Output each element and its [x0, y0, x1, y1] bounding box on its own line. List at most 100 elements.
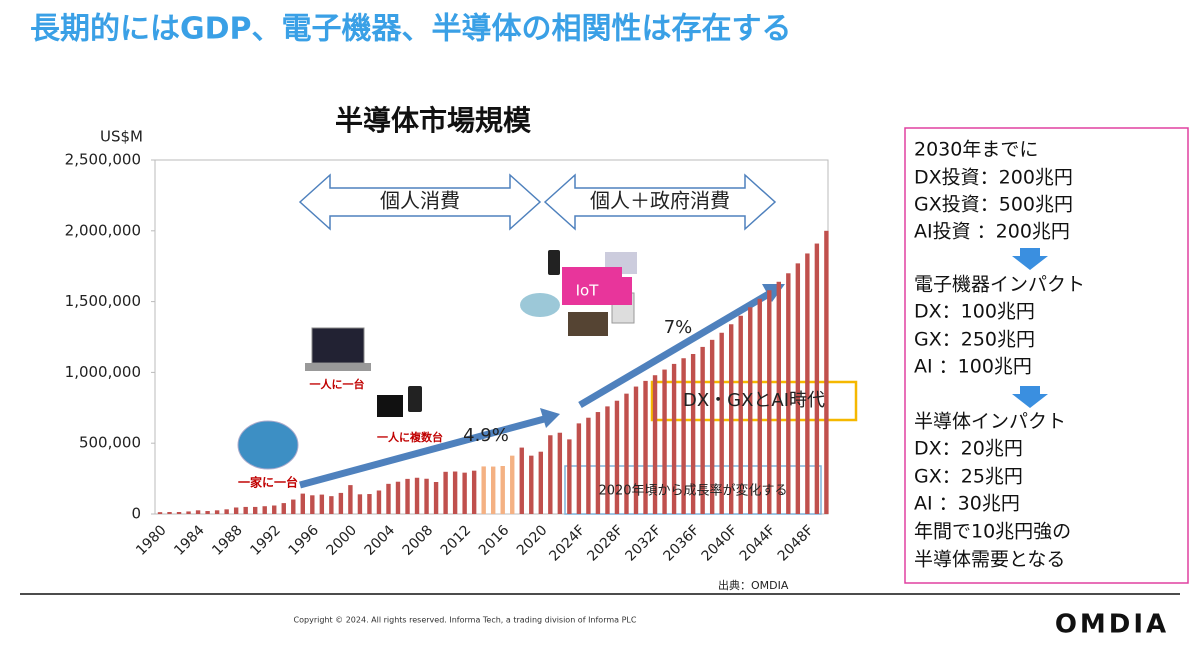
bar [471, 470, 477, 514]
bar [167, 512, 172, 514]
bar [510, 455, 515, 514]
bar [643, 380, 648, 514]
bar [681, 358, 686, 514]
bar [395, 481, 401, 514]
side-box-line: DX：100兆円 [914, 301, 1035, 323]
bar [652, 375, 658, 514]
annotation: IoT [576, 282, 600, 300]
x-tick-label: 2008 [400, 522, 437, 559]
side-box-line: GX投資：500兆円 [914, 194, 1073, 216]
trend-arrow [299, 414, 549, 489]
chart-title: 半導体市場規模 [335, 104, 532, 137]
bar [424, 478, 429, 514]
bar [481, 466, 486, 514]
bar [272, 505, 277, 514]
side-box-line: 半導体インパクト [914, 411, 1066, 433]
bar [319, 494, 325, 514]
side-box [904, 127, 1189, 584]
x-tick-label: 1992 [247, 522, 284, 559]
down-arrow [1012, 386, 1048, 408]
side-box-line: AI ：100兆円 [914, 356, 1032, 378]
x-tick-label: 1996 [285, 522, 322, 559]
bar [452, 471, 458, 514]
x-tick-label: 2032F [622, 522, 664, 564]
annotation: 一家に一台 [238, 475, 298, 490]
y-tick-label: 500,000 [79, 434, 141, 452]
slide-title: 長期的にはGDP、電子機器、半導体の相関性は存在する [30, 12, 792, 47]
annotation: 個人＋政府消費 [590, 189, 730, 213]
bar [491, 466, 496, 514]
annotation: 7% [664, 317, 693, 338]
side-box-line: 年間で10兆円強の [914, 521, 1071, 543]
bar [605, 406, 610, 514]
x-tick-label: 2024F [546, 522, 588, 564]
bar [757, 298, 762, 514]
x-tick-label: 1988 [209, 522, 246, 559]
bar [462, 472, 467, 514]
logo: OMDIA [1055, 610, 1169, 640]
side-box-line: DX：20兆円 [914, 438, 1023, 460]
bar [662, 369, 667, 514]
y-tick-label: 1,000,000 [65, 363, 141, 381]
bar [443, 471, 448, 514]
side-box-line: 半導体需要となる [914, 549, 1065, 571]
y-tick-label: 2,500,000 [65, 151, 141, 169]
bar [767, 290, 772, 514]
x-tick-label: 2016 [476, 522, 513, 559]
bar [586, 417, 591, 514]
x-tick-label: 2048F [775, 522, 817, 564]
bar [624, 393, 629, 514]
bar [738, 315, 743, 514]
bar [700, 346, 705, 514]
annotation: 一人に一台 [310, 377, 365, 391]
side-box-line: AI投資 ：200兆円 [914, 221, 1070, 243]
bar [376, 490, 382, 514]
y-axis-label: US$M [100, 128, 143, 146]
x-tick-label: 2000 [324, 522, 361, 559]
x-tick-label: 2040F [699, 522, 741, 564]
x-tick-label: 1980 [133, 522, 170, 559]
y-tick-label: 1,500,000 [65, 292, 141, 310]
bar [367, 494, 372, 514]
bar [595, 412, 601, 514]
bar [748, 307, 753, 514]
callout-box [650, 380, 858, 422]
bar [633, 386, 639, 514]
x-tick-label: 2044F [737, 522, 779, 564]
bar [300, 493, 305, 514]
bar [205, 511, 210, 514]
bar [291, 499, 296, 514]
bar [719, 332, 724, 514]
double-arrow [298, 173, 542, 231]
bar [433, 481, 439, 514]
bar [519, 447, 524, 514]
bar [281, 503, 286, 514]
side-box-line: DX投資：200兆円 [914, 167, 1073, 189]
bar [405, 478, 410, 514]
bar [157, 512, 163, 514]
bar [538, 451, 543, 514]
side-box-line: GX：25兆円 [914, 466, 1023, 488]
bar [186, 511, 191, 514]
x-tick-label: 1984 [171, 522, 208, 559]
trend-arrowhead [540, 408, 560, 428]
bar [329, 496, 334, 514]
icons [237, 250, 637, 470]
bar [814, 243, 820, 514]
x-tick-label: 2020 [514, 522, 551, 559]
bar [557, 432, 563, 514]
bar [500, 465, 505, 514]
y-tick-label: 0 [131, 505, 141, 523]
down-arrow [1012, 248, 1048, 270]
bar [386, 483, 391, 514]
bar [414, 477, 420, 514]
annotation: 2020年頃から成長率が変化する [598, 483, 787, 499]
bar [262, 506, 267, 514]
x-tick-label: 2028F [584, 522, 626, 564]
bar [253, 506, 258, 514]
bar [243, 506, 248, 514]
bar [671, 363, 677, 514]
bar [786, 273, 791, 514]
x-tick-label: 2004 [362, 522, 399, 559]
